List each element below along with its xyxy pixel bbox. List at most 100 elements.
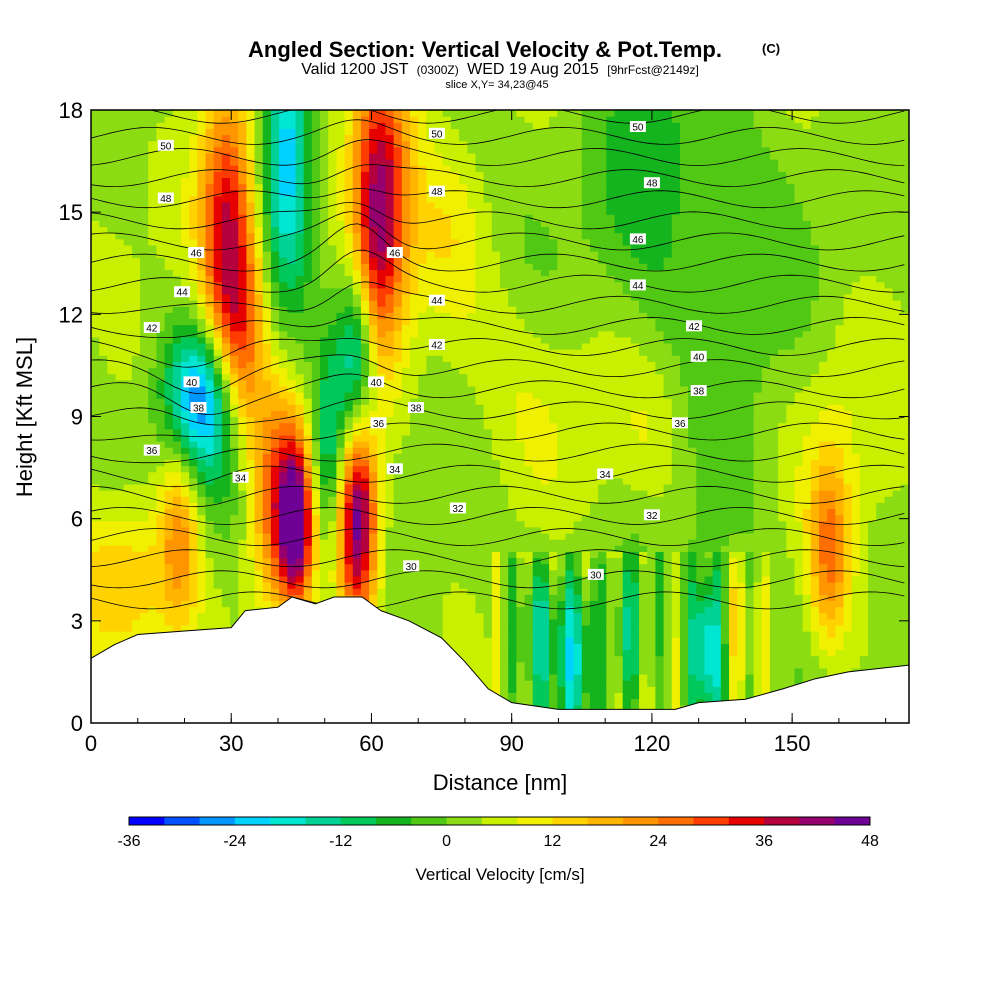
velocity-cell bbox=[426, 159, 436, 166]
velocity-cell bbox=[156, 159, 166, 166]
velocity-cell bbox=[270, 575, 280, 583]
velocity-cell bbox=[483, 201, 493, 209]
velocity-cell bbox=[475, 465, 485, 473]
velocity-cell bbox=[475, 490, 485, 497]
velocity-cell bbox=[483, 349, 493, 356]
velocity-cell bbox=[401, 257, 411, 264]
velocity-cell bbox=[115, 471, 125, 479]
velocity-cell bbox=[107, 250, 117, 258]
velocity-cell bbox=[99, 410, 108, 418]
velocity-cell bbox=[369, 532, 378, 540]
velocity-cell bbox=[205, 483, 215, 491]
velocity-cell bbox=[295, 342, 305, 350]
velocity-cell bbox=[320, 208, 329, 215]
velocity-cell bbox=[426, 490, 436, 497]
velocity-cell bbox=[115, 300, 125, 307]
velocity-cell bbox=[360, 330, 370, 338]
velocity-cell bbox=[230, 379, 239, 387]
velocity-cell bbox=[311, 404, 321, 411]
velocity-cell bbox=[410, 618, 419, 626]
velocity-cell bbox=[369, 263, 378, 270]
velocity-cell bbox=[442, 551, 452, 559]
velocity-cell bbox=[131, 563, 141, 571]
velocity-cell bbox=[483, 195, 493, 203]
velocity-cell bbox=[230, 398, 239, 405]
velocity-cell bbox=[148, 606, 158, 614]
velocity-cell bbox=[131, 582, 141, 589]
velocity-cell bbox=[393, 128, 403, 136]
velocity-cell bbox=[172, 606, 182, 614]
velocity-cell bbox=[303, 263, 313, 270]
velocity-cell bbox=[434, 582, 444, 589]
velocity-cell bbox=[91, 226, 100, 234]
velocity-cell bbox=[467, 422, 477, 430]
velocity-cell bbox=[91, 410, 100, 418]
velocity-cell bbox=[123, 520, 133, 528]
velocity-cell bbox=[459, 434, 468, 442]
velocity-cell bbox=[475, 422, 485, 430]
velocity-cell bbox=[360, 404, 370, 411]
velocity-cell bbox=[360, 398, 370, 405]
velocity-cell bbox=[238, 373, 248, 381]
velocity-cell bbox=[352, 226, 362, 234]
velocity-cell bbox=[385, 385, 395, 393]
velocity-cell bbox=[246, 539, 256, 546]
velocity-cell bbox=[262, 434, 272, 442]
velocity-cell bbox=[115, 116, 125, 123]
velocity-cell bbox=[148, 434, 158, 442]
velocity-cell bbox=[475, 539, 485, 546]
velocity-cell bbox=[401, 293, 411, 301]
velocity-cell bbox=[483, 385, 493, 393]
velocity-cell bbox=[320, 441, 329, 448]
velocity-cell bbox=[483, 159, 493, 166]
velocity-cell bbox=[172, 582, 182, 589]
velocity-cell bbox=[107, 152, 117, 160]
velocity-cell bbox=[279, 465, 288, 473]
velocity-cell bbox=[254, 263, 264, 270]
velocity-cell bbox=[91, 110, 100, 117]
velocity-cell bbox=[311, 324, 321, 332]
velocity-cell bbox=[131, 336, 141, 344]
velocity-cell bbox=[148, 496, 158, 503]
velocity-cell bbox=[197, 441, 207, 448]
velocity-cell bbox=[172, 134, 182, 142]
velocity-cell bbox=[352, 189, 362, 197]
velocity-cell bbox=[459, 336, 468, 344]
velocity-cell bbox=[426, 281, 436, 289]
velocity-cell bbox=[303, 195, 313, 203]
velocity-cell bbox=[164, 606, 174, 614]
velocity-cell bbox=[328, 404, 337, 411]
velocity-cell bbox=[189, 281, 198, 289]
velocity-cell bbox=[246, 146, 256, 154]
velocity-cell bbox=[140, 146, 149, 154]
velocity-cell bbox=[410, 287, 419, 295]
velocity-cell bbox=[164, 508, 174, 516]
velocity-cell bbox=[254, 355, 264, 362]
velocity-cell bbox=[99, 263, 108, 270]
velocity-cell bbox=[418, 367, 427, 375]
velocity-cell bbox=[483, 477, 493, 485]
velocity-cell bbox=[189, 532, 198, 540]
velocity-cell bbox=[197, 514, 207, 522]
velocity-cell bbox=[410, 214, 419, 221]
velocity-cell bbox=[352, 263, 362, 270]
velocity-cell bbox=[287, 465, 297, 473]
velocity-cell bbox=[369, 441, 378, 448]
velocity-cell bbox=[148, 441, 158, 448]
velocity-cell bbox=[99, 600, 108, 608]
velocity-cell bbox=[107, 385, 117, 393]
velocity-cell bbox=[221, 361, 231, 369]
velocity-cell bbox=[91, 502, 100, 510]
velocity-cell bbox=[385, 551, 395, 559]
velocity-cell bbox=[246, 588, 256, 595]
velocity-cell bbox=[115, 134, 125, 142]
velocity-cell bbox=[254, 208, 264, 215]
velocity-cell bbox=[164, 618, 174, 626]
velocity-cell bbox=[328, 496, 337, 503]
velocity-cell bbox=[262, 379, 272, 387]
velocity-cell bbox=[303, 189, 313, 197]
velocity-cell bbox=[344, 116, 354, 123]
velocity-cell bbox=[91, 171, 100, 179]
velocity-cell bbox=[328, 471, 337, 479]
velocity-cell bbox=[311, 257, 321, 264]
